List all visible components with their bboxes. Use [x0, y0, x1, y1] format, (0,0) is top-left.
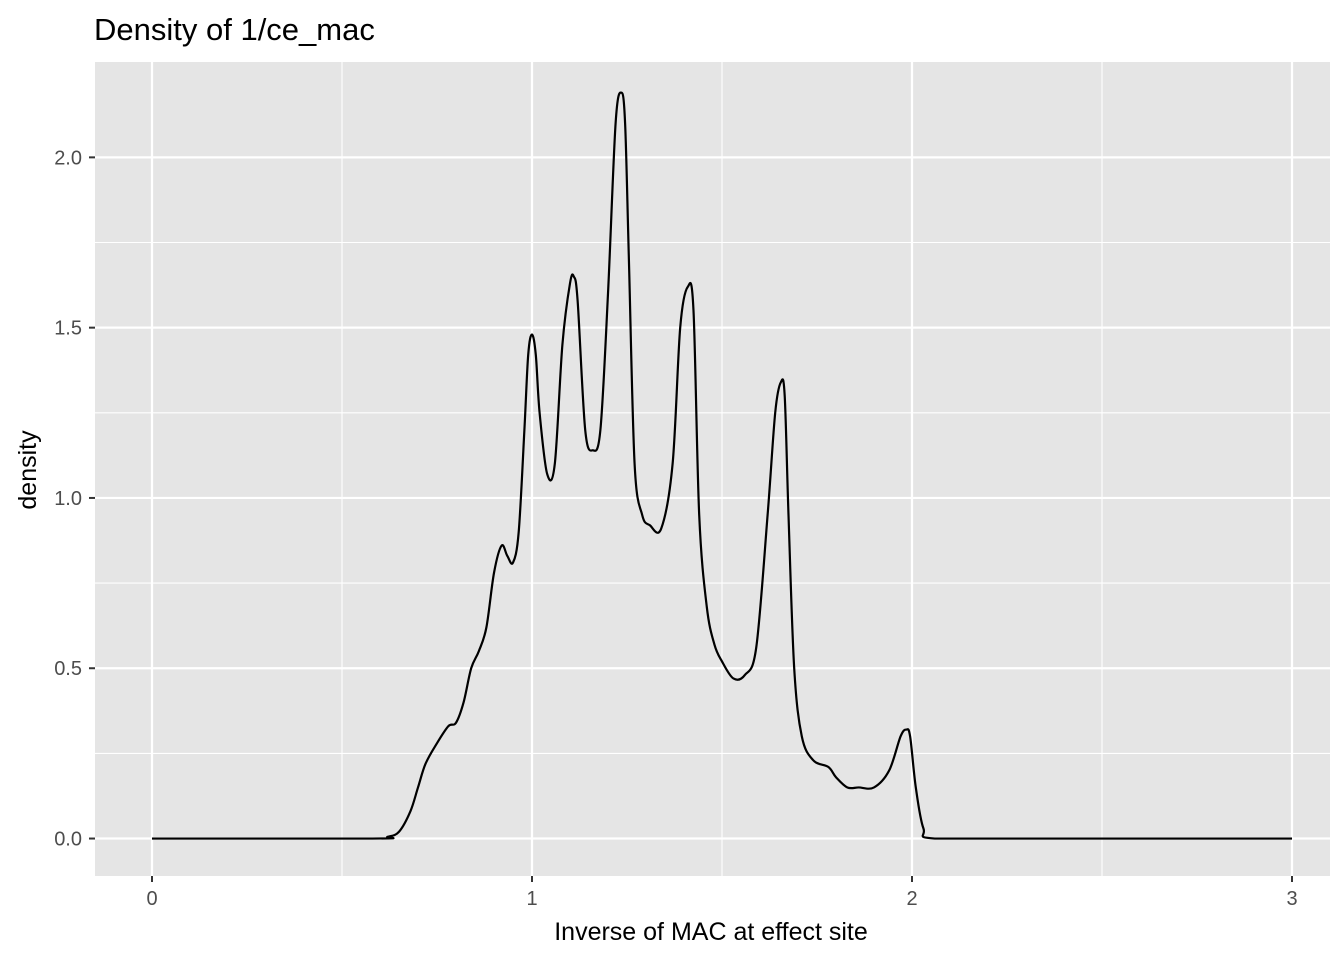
y-tick-label: 1.5 — [54, 318, 82, 340]
y-axis-tick-labels: 0.0 0.5 1.0 1.5 2.0 — [54, 147, 82, 850]
x-tick-label: 2 — [906, 888, 917, 910]
x-axis-ticks — [151, 876, 1293, 882]
y-axis-ticks — [89, 156, 95, 840]
y-tick-label: 0.0 — [54, 829, 82, 851]
plot-panel — [95, 62, 1330, 876]
density-curve — [152, 91, 1292, 840]
x-axis-title: Inverse of MAC at effect site — [554, 918, 868, 946]
y-tick-label: 2.0 — [54, 147, 82, 169]
x-tick-label: 1 — [526, 888, 537, 910]
x-tick-label: 0 — [146, 888, 157, 910]
y-axis-title: density — [14, 430, 42, 510]
x-axis-tick-labels: 0 1 2 3 — [146, 888, 1297, 910]
chart-title: Density of 1/ce_mac — [94, 12, 375, 47]
major-gridlines — [95, 62, 1330, 876]
minor-gridlines — [95, 62, 1330, 876]
y-tick-label: 1.0 — [54, 488, 82, 510]
y-tick-label: 0.5 — [54, 658, 82, 680]
x-tick-label: 3 — [1286, 888, 1297, 910]
